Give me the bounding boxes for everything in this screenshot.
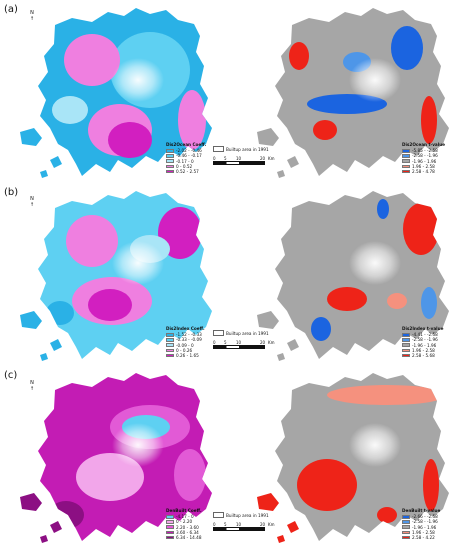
legend-swatch <box>166 154 174 158</box>
legend-swatch <box>402 515 410 519</box>
legend-swatch <box>402 348 410 353</box>
legend-swatch <box>166 520 174 524</box>
legend-swatch <box>402 333 410 337</box>
legend-row: -1.96 - 1.96 <box>402 159 445 164</box>
legend-row: -2.58 - -1.96 <box>402 337 443 342</box>
map-c-tvalue <box>257 373 449 543</box>
legend-swatch <box>402 535 410 540</box>
legend-swatch <box>402 353 410 358</box>
legend-row: -0.33 - -0.09 <box>166 337 205 342</box>
legend-swatch <box>402 149 410 153</box>
legend-swatch <box>166 338 174 342</box>
legend-a-tvalue: Dis2Ocean t-value -5.85 - -2.58 -2.58 - … <box>402 142 445 174</box>
legend-row: -2.66 - -2.58 <box>402 514 440 519</box>
legend-swatch <box>166 525 174 529</box>
map-c-coefficient <box>20 373 212 543</box>
legend-title: Dis2Index Coeff. <box>166 326 205 331</box>
legend-row: -0.17 - 0 <box>166 159 206 164</box>
legend-title: Dis2Ocean t-value <box>402 142 446 147</box>
legend-swatch <box>166 343 174 347</box>
north-arrow-c: N ↑ <box>29 380 35 392</box>
legend-swatch <box>166 535 174 540</box>
legend-row: 1.96 - 2.58 <box>402 530 440 535</box>
map-b-tvalue <box>257 191 449 361</box>
legend-row: 0.26 - 1.65 <box>166 353 205 358</box>
map-a-tvalue <box>257 8 449 178</box>
legend-row: 6.34 - 14.48 <box>166 535 202 540</box>
legend-swatch <box>402 338 410 342</box>
legend-b-tvalue: Dis2Index t-value -4.41 - -2.58 -2.58 - … <box>402 326 443 358</box>
builtup-key-a: Builtup area in 1991 <box>213 146 269 152</box>
legend-row: -2.58 - -1.96 <box>402 153 445 158</box>
builtup-key-b: Builtup area in 1991 <box>213 330 269 336</box>
legend-swatch <box>166 515 174 519</box>
legend-row: 2.58 - 4.22 <box>402 535 440 540</box>
legend-row: -4.41 - -2.58 <box>402 332 443 337</box>
builtup-key-c: Builtup area in 1991 <box>213 512 269 518</box>
legend-c-coefficient: DenBuilt Coeff. -4.17 - 0 0 - 2.20 2.20 … <box>166 508 202 540</box>
map-a-coefficient <box>20 8 212 178</box>
legend-swatch <box>166 530 174 535</box>
legend-swatch <box>402 343 410 347</box>
legend-row: 0 - 0.52 <box>166 164 206 169</box>
north-arrow-b: N ↑ <box>29 196 35 208</box>
legend-row: 0.52 - 2.57 <box>166 169 206 174</box>
legend-swatch <box>166 159 174 163</box>
panel-label-b: (b) <box>4 187 19 198</box>
legend-row: -0.09 - 0 <box>166 343 205 348</box>
legend-row: -5.85 - -2.58 <box>402 148 445 153</box>
legend-swatch <box>402 159 410 163</box>
legend-row: 2.58 - 5.68 <box>402 353 443 358</box>
legend-row: -1.96 - 1.96 <box>402 525 440 530</box>
legend-swatch <box>166 353 174 358</box>
legend-row: 3.60 - 6.34 <box>166 530 202 535</box>
legend-swatch <box>402 164 410 169</box>
legend-title: Dis2Ocean Coeff. <box>166 142 207 147</box>
legend-swatch <box>402 520 410 524</box>
legend-row: -1.96 - 1.96 <box>402 343 443 348</box>
north-arrow-a: N ↑ <box>29 10 35 22</box>
legend-row: 2.20 - 3.60 <box>166 525 202 530</box>
map-b-coefficient <box>20 191 212 361</box>
legend-row: -0.46 - -0.17 <box>166 153 206 158</box>
legend-swatch <box>402 530 410 535</box>
legend-swatch <box>402 154 410 158</box>
legend-title: DenBuilt t-value <box>402 508 441 513</box>
legend-b-coefficient: Dis2Index Coeff. -1.52 - -0.33 -0.33 - -… <box>166 326 205 358</box>
legend-title: Dis2Index t-value <box>402 326 444 331</box>
legend-row: 1.96 - 2.58 <box>402 348 443 353</box>
legend-swatch <box>166 333 174 337</box>
legend-swatch <box>166 169 174 174</box>
legend-swatch <box>166 164 174 169</box>
legend-title: DenBuilt Coeff. <box>166 508 202 513</box>
panel-label-a: (a) <box>4 4 18 15</box>
legend-swatch <box>402 525 410 529</box>
legend-c-tvalue: DenBuilt t-value -2.66 - -2.58 -2.58 - -… <box>402 508 440 540</box>
panel-label-c: (c) <box>4 370 18 381</box>
legend-row: -2.02 - -0.46 <box>166 148 206 153</box>
legend-row: 2.58 - 4.78 <box>402 169 445 174</box>
legend-row: -4.17 - 0 <box>166 514 202 519</box>
legend-swatch <box>402 169 410 174</box>
legend-swatch <box>166 348 174 353</box>
legend-row: 0 - 0.26 <box>166 348 205 353</box>
legend-row: -2.58 - -1.96 <box>402 519 440 524</box>
legend-row: 0 - 2.20 <box>166 519 202 524</box>
legend-row: 1.96 - 2.58 <box>402 164 445 169</box>
legend-row: -1.52 - -0.33 <box>166 332 205 337</box>
legend-a-coefficient: Dis2Ocean Coeff. -2.02 - -0.46 -0.46 - -… <box>166 142 206 174</box>
legend-swatch <box>166 149 174 153</box>
